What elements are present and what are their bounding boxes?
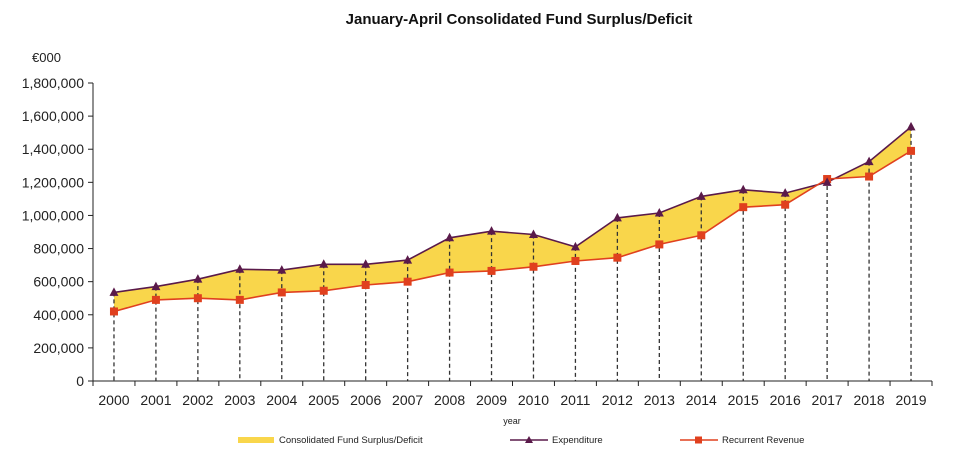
expenditure-point <box>109 287 119 296</box>
y-tick-label: 1,200,000 <box>22 174 84 190</box>
x-tick-label: 2015 <box>728 392 759 408</box>
expenditure-point <box>696 191 706 200</box>
legend-expenditure-label: Expenditure <box>552 435 603 446</box>
y-tick-label: 1,400,000 <box>22 141 84 157</box>
expenditure-point <box>487 226 497 235</box>
x-tick-label: 2002 <box>182 392 213 408</box>
x-tick-label: 2012 <box>602 392 633 408</box>
expenditure-point <box>361 259 371 268</box>
expenditure-point <box>864 156 874 166</box>
legend-recurrent-revenue: Recurrent Revenue <box>680 435 804 446</box>
y-tick-label: 1,800,000 <box>22 75 84 91</box>
x-tick-label: 2016 <box>770 392 801 408</box>
plot-area <box>109 121 916 381</box>
expenditure-point <box>193 274 203 283</box>
legend-expenditure: Expenditure <box>510 435 603 446</box>
recurrent-revenue-point <box>739 203 748 212</box>
expenditure-point <box>528 229 538 238</box>
expenditure-point <box>822 177 832 186</box>
x-tick-label: 2005 <box>308 392 339 408</box>
x-tick-label: 2017 <box>812 392 843 408</box>
recurrent-revenue-point <box>613 253 622 262</box>
recurrent-revenue-point <box>655 240 664 249</box>
x-tick-label: 2000 <box>98 392 129 408</box>
recurrent-revenue-point <box>109 307 118 316</box>
surplus-deficit-area <box>114 126 911 312</box>
expenditure-point <box>277 265 287 274</box>
legend-fill-label: Consolidated Fund Surplus/Deficit <box>279 435 423 446</box>
x-tick-label: 2004 <box>266 392 297 408</box>
recurrent-revenue-point <box>403 277 412 286</box>
legend-revenue-marker <box>695 436 702 444</box>
x-tick-label: 2013 <box>644 392 675 408</box>
expenditure-point <box>906 121 916 131</box>
legend-expenditure-marker <box>525 436 533 443</box>
y-tick-label: 600,000 <box>33 274 84 290</box>
recurrent-revenue-point <box>277 288 286 297</box>
axes: 0 200,000 400,000 600,000 800,000 1,000,000 1,… <box>22 75 933 408</box>
legend: Consolidated Fund Surplus/Deficit Expend… <box>238 435 804 446</box>
recurrent-revenue-point <box>865 172 874 181</box>
expenditure-point <box>570 241 580 251</box>
expenditure-point <box>738 184 748 194</box>
legend-fill-swatch <box>238 437 274 443</box>
recurrent-revenue-point <box>445 268 454 277</box>
recurrent-revenue-line <box>113 150 912 313</box>
x-tick-label: 2019 <box>895 392 926 408</box>
recurrent-revenue-point <box>193 294 202 303</box>
recurrent-revenue-point <box>487 266 496 275</box>
x-tick-label: 2018 <box>853 392 884 408</box>
expenditure-point <box>235 264 245 273</box>
recurrent-revenue-point <box>697 231 706 240</box>
expenditure-point <box>319 259 329 268</box>
y-unit-label: €000 <box>32 50 61 65</box>
recurrent-revenue-point <box>571 256 580 265</box>
expenditure-point <box>654 207 664 217</box>
recurrent-revenue-point <box>319 286 328 295</box>
x-axis-label: year <box>503 416 521 426</box>
y-tick-label: 800,000 <box>33 241 84 257</box>
expenditure-line <box>113 126 912 294</box>
recurrent-revenue-point <box>907 146 916 155</box>
recurrent-revenue-point <box>151 295 160 304</box>
y-tick-label: 1,000,000 <box>22 207 84 223</box>
x-tick-label: 2007 <box>392 392 423 408</box>
x-tick-label: 2009 <box>476 392 507 408</box>
expenditure-point <box>780 188 790 197</box>
legend-revenue-label: Recurrent Revenue <box>722 435 804 446</box>
recurrent-revenue-point <box>781 200 790 209</box>
x-tick-label: 2014 <box>686 392 717 408</box>
x-tick-label: 2010 <box>518 392 549 408</box>
y-tick-label: 200,000 <box>33 340 84 356</box>
y-tick-label: 400,000 <box>33 307 84 323</box>
y-tick-label: 1,600,000 <box>22 108 84 124</box>
recurrent-revenue-point <box>361 280 370 289</box>
y-tick-label: 0 <box>76 373 84 389</box>
expenditure-point <box>612 212 622 222</box>
expenditure-point <box>403 255 413 264</box>
x-tick-label: 2008 <box>434 392 465 408</box>
expenditure-point <box>151 281 161 291</box>
x-tick-label: 2011 <box>560 392 590 408</box>
x-tick-label: 2001 <box>140 392 171 408</box>
x-tick-label: 2003 <box>224 392 255 408</box>
recurrent-revenue-point <box>529 262 538 271</box>
recurrent-revenue-point <box>235 295 244 304</box>
expenditure-point <box>445 232 455 242</box>
chart-title: January-April Consolidated Fund Surplus/… <box>346 11 693 28</box>
x-tick-label: 2006 <box>350 392 381 408</box>
